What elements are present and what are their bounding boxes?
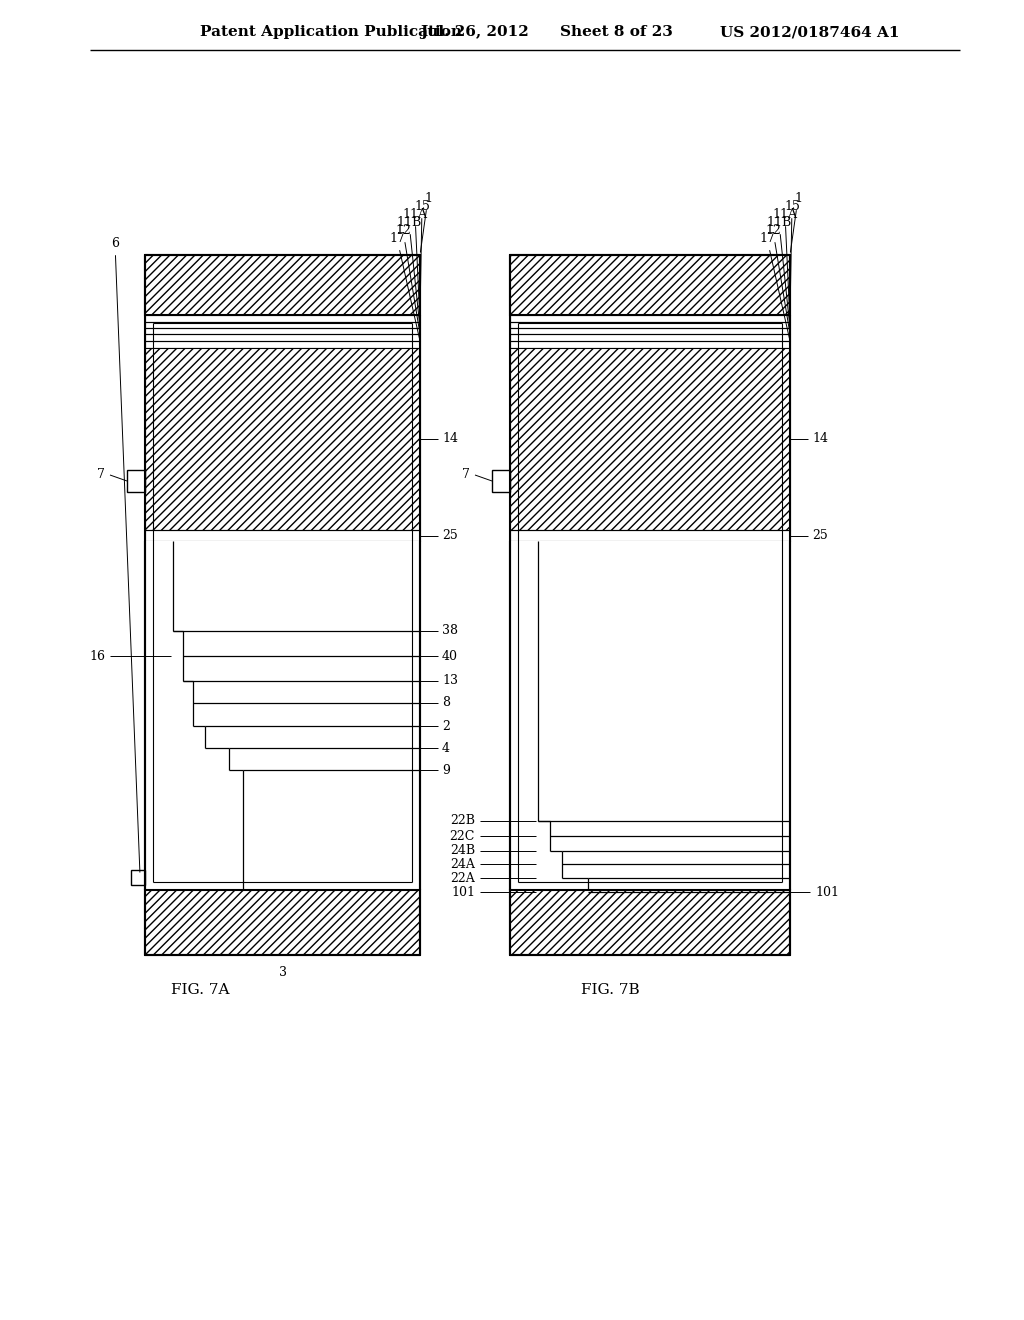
- Text: 25: 25: [442, 529, 458, 543]
- Text: 13: 13: [442, 675, 458, 688]
- Text: 25: 25: [812, 529, 827, 543]
- Text: 15: 15: [784, 201, 800, 313]
- Text: 14: 14: [442, 433, 458, 446]
- Text: 1: 1: [791, 191, 802, 252]
- Text: 8: 8: [442, 697, 450, 710]
- Text: 101: 101: [815, 886, 839, 899]
- Text: 17: 17: [389, 232, 420, 338]
- Bar: [145, 531, 420, 541]
- Text: 3: 3: [279, 966, 287, 979]
- Text: 17: 17: [759, 232, 790, 338]
- Bar: [510, 327, 790, 334]
- Text: 2: 2: [442, 719, 450, 733]
- Bar: [145, 348, 420, 531]
- Text: 24A: 24A: [451, 858, 475, 870]
- Text: 7: 7: [97, 469, 105, 482]
- Bar: [510, 890, 790, 954]
- Bar: [510, 531, 790, 541]
- Bar: [131, 870, 145, 884]
- Text: FIG. 7A: FIG. 7A: [171, 983, 229, 997]
- Text: 11A: 11A: [402, 209, 427, 319]
- Text: 38: 38: [442, 624, 458, 638]
- Bar: [145, 322, 420, 327]
- Bar: [510, 341, 790, 348]
- Text: Patent Application Publication: Patent Application Publication: [200, 25, 462, 40]
- Text: 7: 7: [462, 469, 470, 482]
- Text: Jul. 26, 2012: Jul. 26, 2012: [420, 25, 528, 40]
- Bar: [145, 341, 420, 348]
- Bar: [510, 322, 790, 327]
- Bar: [510, 315, 790, 322]
- Bar: [510, 334, 790, 341]
- Bar: [145, 327, 420, 334]
- Text: 14: 14: [812, 433, 828, 446]
- Text: US 2012/0187464 A1: US 2012/0187464 A1: [720, 25, 899, 40]
- Text: Sheet 8 of 23: Sheet 8 of 23: [560, 25, 673, 40]
- Bar: [127, 470, 145, 492]
- Text: 12: 12: [765, 224, 790, 331]
- Bar: [145, 315, 420, 322]
- Text: 11B: 11B: [396, 216, 422, 325]
- Bar: [510, 348, 790, 531]
- Text: 101: 101: [451, 886, 475, 899]
- Bar: [145, 334, 420, 341]
- Text: 15: 15: [414, 201, 430, 313]
- Text: FIG. 7B: FIG. 7B: [581, 983, 639, 997]
- Bar: [145, 890, 420, 954]
- Text: 1: 1: [421, 191, 432, 252]
- Text: 11B: 11B: [766, 216, 792, 325]
- Text: 9: 9: [442, 763, 450, 776]
- Text: 24B: 24B: [450, 845, 475, 858]
- Bar: [510, 541, 790, 890]
- Bar: [492, 470, 510, 492]
- Text: 22C: 22C: [450, 829, 475, 842]
- Bar: [145, 541, 420, 890]
- Text: 16: 16: [89, 649, 105, 663]
- Bar: [510, 255, 790, 315]
- Bar: [145, 255, 420, 315]
- Text: 22A: 22A: [451, 871, 475, 884]
- Text: 4: 4: [442, 742, 450, 755]
- Text: 6: 6: [111, 238, 140, 873]
- Text: 11A: 11A: [772, 209, 798, 319]
- Text: 12: 12: [395, 224, 420, 331]
- Text: 22B: 22B: [450, 814, 475, 828]
- Text: 40: 40: [442, 649, 458, 663]
